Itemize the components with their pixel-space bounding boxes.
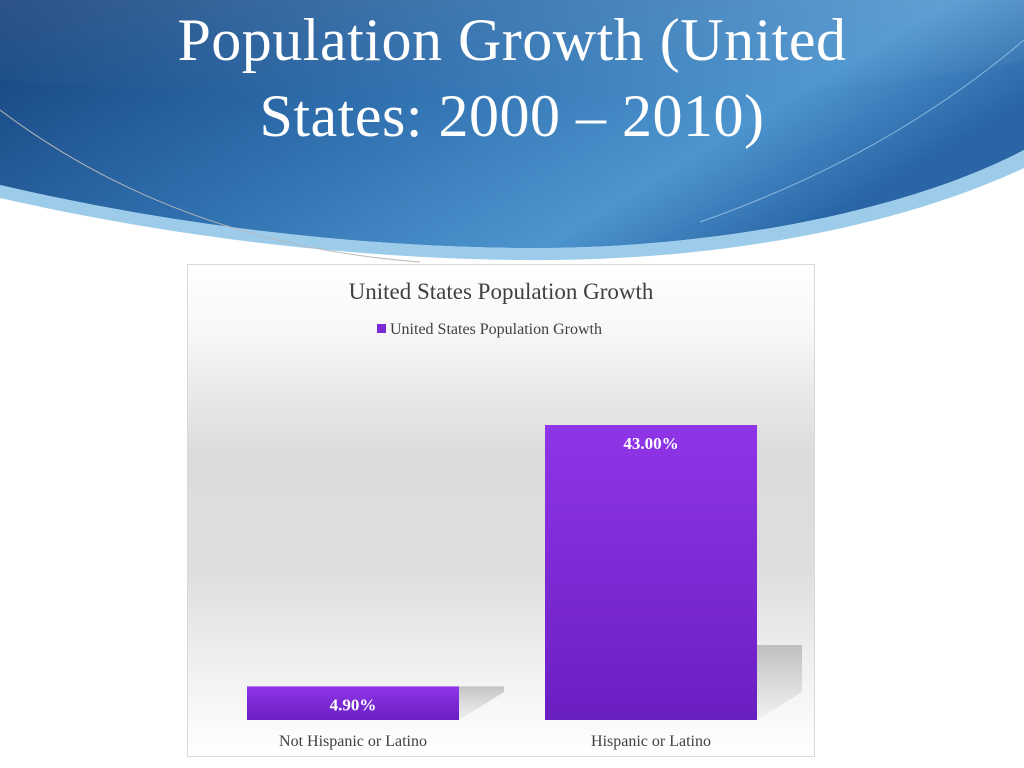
category-label-0: Not Hispanic or Latino (279, 733, 427, 750)
category-label-1: Hispanic or Latino (591, 733, 711, 750)
banner-thin-arc (0, 109, 421, 263)
bar-value-label-1: 43.00% (623, 434, 678, 453)
chart-legend: United States Population Growth (377, 321, 602, 338)
legend-label: United States Population Growth (390, 321, 602, 338)
chart-frame: United States Population Growth United S… (187, 264, 815, 757)
bar-0 (247, 686, 459, 720)
category-axis: Not Hispanic or Latino Hispanic or Latin… (279, 733, 711, 750)
bar-shadow-0 (459, 686, 504, 720)
slide-title-line-2: States: 2000 – 2010) (259, 83, 765, 149)
bar-value-label-0: 4.90% (330, 695, 377, 714)
slide-title: Population Growth (United States: 2000 –… (0, 2, 1024, 154)
bar-1 (545, 425, 757, 720)
legend-swatch (377, 324, 386, 333)
bars-layer: 4.90% 43.00% (247, 425, 802, 720)
banner-lower-swoosh (0, 150, 1024, 261)
title-banner (0, 0, 1024, 263)
slide-title-line-1: Population Growth (United (177, 7, 847, 73)
bar-shadow-1 (757, 645, 802, 720)
banner-shine (0, 0, 1024, 101)
bar-chart: United States Population Growth United S… (247, 279, 802, 750)
banner-thin-arc-right (699, 39, 1024, 223)
chart-title: United States Population Growth (349, 279, 654, 304)
